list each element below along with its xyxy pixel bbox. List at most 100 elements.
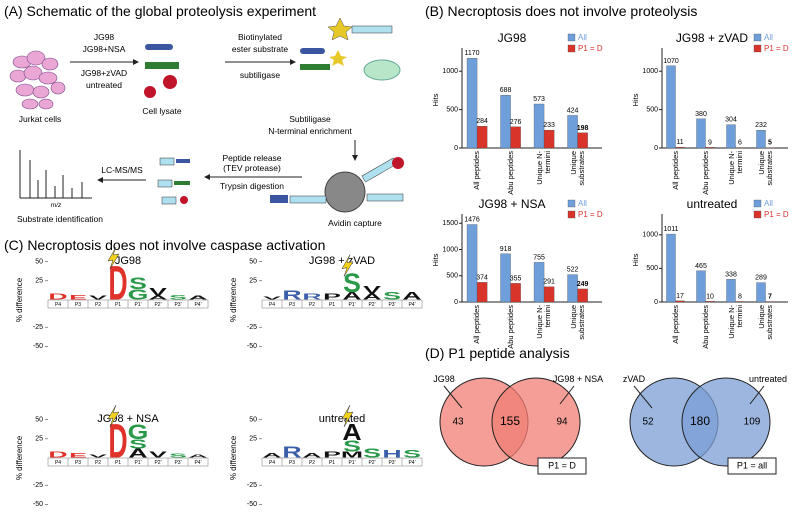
x-tick-label: Unique N-termini [535, 305, 553, 339]
value-label: 424 [567, 107, 579, 114]
bar [510, 126, 521, 149]
step-label: Cell lysate [142, 106, 181, 116]
legend-label: All [764, 199, 773, 208]
y-axis-label: % difference [229, 435, 238, 480]
bar [756, 130, 766, 149]
logo-letter: S [169, 453, 187, 459]
value-label: 198 [577, 125, 589, 132]
value-label: 338 [725, 271, 737, 278]
value-label: 380 [695, 111, 707, 118]
position-label: P1' [134, 460, 141, 466]
key-box [727, 457, 777, 475]
position-label: P1 [329, 460, 335, 466]
y-axis-label: Hits [631, 253, 640, 266]
bar [696, 270, 706, 303]
venn-count: 109 [744, 417, 761, 428]
position-label: P4 [269, 302, 275, 308]
position-label: P2 [95, 460, 101, 466]
x-tick-label: Abu peptides [505, 305, 515, 349]
logo-letter: E [69, 294, 87, 301]
position-label: P3' [174, 302, 181, 308]
logo-letter: R [282, 289, 301, 303]
step-label: subtiligase [240, 70, 280, 80]
logo-letter: V [149, 287, 167, 299]
value-label: 233 [543, 122, 555, 129]
position-label: P3 [75, 460, 81, 466]
logo-letter: H [382, 449, 401, 461]
spectrum-icon [19, 150, 92, 199]
y-tick-label: -25 [33, 482, 43, 489]
bar [466, 57, 478, 149]
bar [500, 253, 511, 303]
bar [756, 282, 766, 303]
venn-count: 94 [556, 417, 568, 428]
legend-swatch [753, 44, 762, 53]
position-label: P2' [368, 302, 375, 308]
logo-letter: A [402, 291, 422, 303]
legend-label: All [578, 33, 587, 42]
logo-title: JG98 + zVAD [309, 255, 375, 267]
venn-label: zVAD [623, 374, 646, 384]
treatment: JG98 [94, 32, 115, 42]
position-label: P2 [309, 302, 315, 308]
y-tick-label: -25 [247, 324, 257, 331]
step-label: (TEV protease) [223, 163, 281, 173]
value-label: 1476 [464, 217, 480, 224]
logo-letter: R [282, 443, 301, 461]
y-tick-label: 0 [454, 299, 458, 306]
position-label: P2 [309, 460, 315, 466]
x-tick-label: Abu peptides [700, 305, 710, 349]
logo-letter: D [48, 292, 67, 301]
logo-letter: S [343, 437, 361, 455]
position-label: P2' [368, 460, 375, 466]
value-label: 355 [510, 275, 522, 282]
position-label: P3 [289, 460, 295, 466]
x-tick-label: Unique N-termini [726, 151, 744, 185]
y-tick-label: 25 [35, 436, 43, 443]
value-label: 1070 [663, 58, 679, 65]
logo-letter: A [302, 452, 321, 459]
y-tick-label: 25 [249, 278, 257, 285]
logo-letter: A [128, 447, 147, 461]
value-label: 465 [695, 263, 707, 270]
step-label: Trypsin digestion [220, 181, 284, 191]
y-axis-label: % difference [229, 277, 238, 322]
value-label: 10 [706, 293, 714, 300]
position-label: P3' [174, 460, 181, 466]
legend-label: All [764, 33, 773, 42]
logo-letter: V [263, 296, 281, 301]
y-tick-label: 50 [35, 417, 43, 424]
logo-letter: A [262, 452, 281, 459]
y-axis-label: % difference [15, 435, 24, 480]
position-label: P2' [154, 302, 161, 308]
value-label: 8 [738, 293, 742, 300]
logo-letter: S [343, 268, 361, 298]
y-tick-label: 500 [646, 106, 658, 113]
legend-label: P1 = D [764, 44, 789, 53]
value-label: 276 [510, 119, 522, 126]
position-label: P3 [289, 302, 295, 308]
x-tick-label: Abu peptides [505, 151, 515, 195]
position-label: P1 [115, 460, 121, 466]
logo-letter: S [169, 294, 187, 301]
venn-count: 52 [642, 417, 654, 428]
position-label: P3' [388, 460, 395, 466]
legend-swatch [753, 210, 762, 219]
logo-letter: A [342, 419, 361, 445]
logo-letter: S [403, 449, 421, 461]
value-label: 289 [755, 275, 767, 282]
venn-label: JG98 [433, 374, 455, 384]
value-label: 232 [755, 122, 767, 129]
logo-letter: D [108, 415, 127, 468]
position-label: P4' [408, 460, 415, 466]
logo-letter: G [128, 286, 149, 303]
y-tick-label: -50 [33, 501, 43, 508]
position-label: P4' [408, 302, 415, 308]
venn-circle [491, 377, 581, 467]
position-label: P4' [194, 460, 201, 466]
bar [705, 147, 715, 149]
step-label: Biotinylated [238, 32, 282, 42]
y-axis-label: Hits [431, 253, 440, 266]
